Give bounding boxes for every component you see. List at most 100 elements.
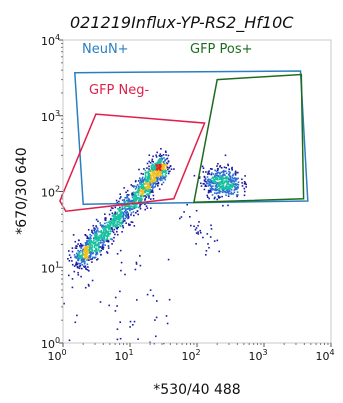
event-point bbox=[106, 251, 108, 253]
event-point bbox=[150, 178, 152, 180]
event-point bbox=[152, 294, 155, 297]
event-point bbox=[116, 253, 119, 255]
event-point bbox=[214, 196, 216, 199]
event-point bbox=[98, 247, 100, 249]
gate-neun-polygon[interactable] bbox=[74, 70, 309, 205]
event-point bbox=[157, 170, 160, 173]
event-point bbox=[237, 186, 239, 188]
event-point bbox=[147, 193, 149, 195]
event-point bbox=[82, 253, 84, 255]
event-point bbox=[163, 163, 165, 165]
event-point bbox=[156, 175, 158, 178]
event-point bbox=[145, 182, 148, 185]
event-point bbox=[155, 162, 157, 165]
event-point bbox=[136, 210, 139, 212]
event-point bbox=[108, 222, 111, 224]
event-point bbox=[225, 172, 228, 174]
event-point bbox=[149, 341, 151, 344]
event-point bbox=[231, 166, 233, 169]
event-point bbox=[202, 236, 204, 239]
event-point bbox=[131, 208, 134, 210]
event-point bbox=[159, 153, 162, 155]
event-point bbox=[98, 234, 101, 237]
event-point bbox=[78, 254, 81, 257]
event-point bbox=[157, 175, 159, 177]
event-point bbox=[100, 225, 103, 228]
event-point bbox=[173, 168, 175, 170]
event-point bbox=[205, 254, 207, 256]
event-point bbox=[136, 191, 138, 193]
event-point bbox=[219, 184, 221, 186]
event-point bbox=[165, 158, 168, 161]
event-point bbox=[156, 183, 158, 185]
event-point bbox=[128, 223, 130, 225]
event-point bbox=[195, 243, 197, 245]
event-point bbox=[231, 184, 233, 187]
event-point bbox=[108, 227, 110, 229]
event-point bbox=[222, 173, 225, 176]
event-point bbox=[155, 174, 157, 177]
event-point bbox=[124, 201, 127, 203]
event-point bbox=[94, 247, 97, 250]
event-point bbox=[141, 191, 144, 194]
event-point bbox=[138, 168, 140, 171]
event-point bbox=[74, 247, 77, 249]
event-point bbox=[99, 222, 101, 224]
event-point bbox=[91, 261, 93, 263]
event-point bbox=[243, 194, 246, 197]
event-point bbox=[212, 182, 214, 185]
event-point bbox=[160, 159, 163, 161]
event-point bbox=[81, 254, 83, 256]
event-point bbox=[119, 209, 122, 211]
event-point bbox=[149, 174, 151, 177]
event-point bbox=[135, 195, 137, 198]
event-point bbox=[78, 253, 80, 256]
event-point bbox=[126, 189, 129, 192]
event-point bbox=[209, 184, 212, 186]
event-point bbox=[119, 225, 121, 228]
event-point bbox=[144, 183, 147, 185]
event-point bbox=[94, 251, 97, 253]
event-point bbox=[80, 246, 82, 249]
event-point bbox=[103, 225, 106, 228]
event-point bbox=[135, 185, 138, 188]
event-point bbox=[245, 186, 247, 188]
event-point bbox=[158, 158, 161, 160]
event-point bbox=[93, 246, 96, 249]
event-point bbox=[86, 252, 89, 255]
event-point bbox=[80, 254, 82, 257]
event-point bbox=[144, 203, 146, 206]
event-point bbox=[76, 263, 79, 265]
event-point bbox=[121, 231, 123, 233]
event-point bbox=[85, 254, 87, 256]
event-point bbox=[128, 200, 131, 202]
event-point bbox=[161, 167, 164, 169]
event-point bbox=[99, 224, 102, 226]
event-point bbox=[108, 304, 110, 307]
event-point bbox=[94, 243, 97, 246]
event-point bbox=[124, 197, 127, 199]
event-point bbox=[131, 185, 134, 187]
event-point bbox=[74, 256, 76, 259]
event-point bbox=[151, 164, 153, 167]
event-point bbox=[155, 154, 157, 157]
event-point bbox=[230, 193, 233, 195]
event-point bbox=[113, 236, 115, 239]
event-point bbox=[213, 178, 215, 181]
event-point bbox=[104, 229, 107, 231]
gate-gfp-pos-polygon[interactable] bbox=[192, 73, 305, 204]
event-point bbox=[217, 175, 220, 177]
event-point bbox=[139, 194, 142, 197]
gate-label: NeuN+ bbox=[82, 42, 129, 57]
event-point bbox=[124, 220, 126, 222]
event-point bbox=[158, 163, 161, 166]
event-point bbox=[245, 183, 247, 186]
event-point bbox=[81, 259, 83, 261]
event-point bbox=[198, 177, 201, 179]
event-point bbox=[222, 204, 224, 207]
event-point bbox=[160, 175, 163, 177]
gate-gfp-neg-polygon[interactable] bbox=[59, 113, 206, 213]
event-point bbox=[146, 162, 149, 165]
event-point bbox=[144, 178, 147, 181]
event-point bbox=[135, 194, 137, 197]
